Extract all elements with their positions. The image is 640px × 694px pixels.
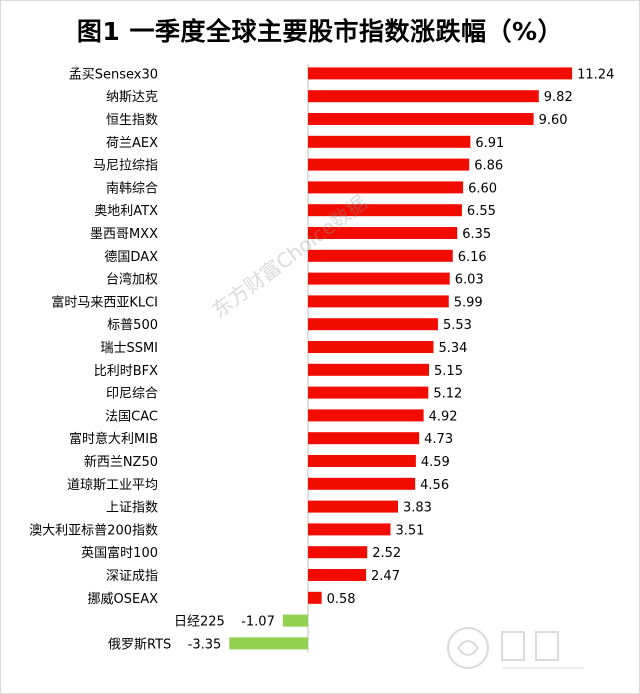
category-label: 奥地利ATX xyxy=(94,204,158,219)
data-label: -3.35 xyxy=(188,637,222,652)
category-label: 台湾加权 xyxy=(106,272,158,288)
data-label: 5.34 xyxy=(438,341,467,356)
bar xyxy=(308,272,450,285)
bar xyxy=(308,113,534,125)
data-label: 6.91 xyxy=(475,136,504,151)
category-label: 挪威OSEAX xyxy=(88,592,159,607)
data-label: 2.52 xyxy=(372,546,401,561)
bar xyxy=(308,135,471,148)
data-label: 4.73 xyxy=(424,432,453,447)
category-label: 马尼拉综指 xyxy=(93,159,158,174)
bar xyxy=(308,432,420,445)
data-label: 9.82 xyxy=(544,90,573,105)
category-label: 道琼斯工业平均 xyxy=(67,478,158,493)
category-label: 比利时BFX xyxy=(94,364,158,379)
category-label: 德国DAX xyxy=(104,250,158,265)
bar xyxy=(308,363,430,376)
category-label: 深证成指 xyxy=(106,569,158,584)
brand-logo-icon xyxy=(447,627,584,669)
bar xyxy=(308,455,416,467)
bar xyxy=(308,295,449,308)
bar xyxy=(308,204,462,217)
bar xyxy=(308,181,464,194)
category-label: 澳大利亚标普200指数 xyxy=(29,522,158,538)
data-label: 3.83 xyxy=(403,501,432,516)
data-label: 6.16 xyxy=(458,250,487,265)
bar xyxy=(308,477,416,490)
category-label: 恒生指数 xyxy=(106,113,158,128)
category-label: 日经225 xyxy=(174,615,225,630)
bar xyxy=(308,386,429,399)
category-label: 标普500 xyxy=(107,318,158,333)
chart-title: 图1 一季度全球主要股市指数涨跌幅（%） xyxy=(76,17,564,46)
bar xyxy=(229,637,308,650)
bar xyxy=(308,546,368,559)
data-label: 11.24 xyxy=(577,67,614,82)
data-label: 6.35 xyxy=(462,227,491,242)
data-label: 5.15 xyxy=(434,364,463,379)
bar xyxy=(308,341,434,353)
category-label: 瑞士SSMI xyxy=(100,341,158,356)
data-label: 5.12 xyxy=(433,387,462,402)
data-label: -1.07 xyxy=(241,615,275,630)
category-label: 南韩综合 xyxy=(106,180,158,196)
category-label: 新西兰NZ50 xyxy=(84,454,158,470)
data-label: 4.59 xyxy=(421,455,450,470)
bar xyxy=(308,409,424,422)
category-label: 印尼综合 xyxy=(106,387,158,402)
category-label: 纳斯达克 xyxy=(106,90,158,105)
bar xyxy=(308,569,367,581)
data-label: 6.86 xyxy=(474,159,503,174)
data-label: 4.56 xyxy=(420,478,449,493)
bar xyxy=(308,158,470,171)
category-label: 英国富时100 xyxy=(81,545,158,561)
bar xyxy=(308,591,322,604)
data-label: 2.47 xyxy=(371,569,400,584)
bar xyxy=(308,318,438,331)
bar xyxy=(308,500,399,513)
category-label: 孟买Sensex30 xyxy=(69,67,158,82)
data-label: 6.55 xyxy=(467,204,496,219)
data-label: 0.58 xyxy=(327,592,356,607)
category-label: 荷兰AEX xyxy=(106,136,158,151)
data-label: 3.51 xyxy=(395,523,424,538)
bar xyxy=(282,614,308,627)
category-label: 俄罗斯RTS xyxy=(108,637,171,652)
data-label: 6.03 xyxy=(455,273,484,288)
data-label: 5.99 xyxy=(454,295,483,310)
bar xyxy=(308,90,539,103)
category-label: 墨西哥MXX xyxy=(90,227,158,242)
bar xyxy=(308,523,391,536)
data-label: 9.60 xyxy=(539,113,568,128)
category-label: 富时马来西亚KLCI xyxy=(51,294,158,310)
category-label: 上证指数 xyxy=(106,501,158,516)
data-label: 5.53 xyxy=(443,318,472,333)
data-label: 6.60 xyxy=(468,181,497,196)
data-label: 4.92 xyxy=(429,409,458,424)
bar xyxy=(308,227,458,239)
bar xyxy=(308,67,573,80)
bar xyxy=(308,249,453,262)
category-label: 富时意大利MIB xyxy=(69,431,158,447)
category-label: 法国CAC xyxy=(105,409,158,424)
